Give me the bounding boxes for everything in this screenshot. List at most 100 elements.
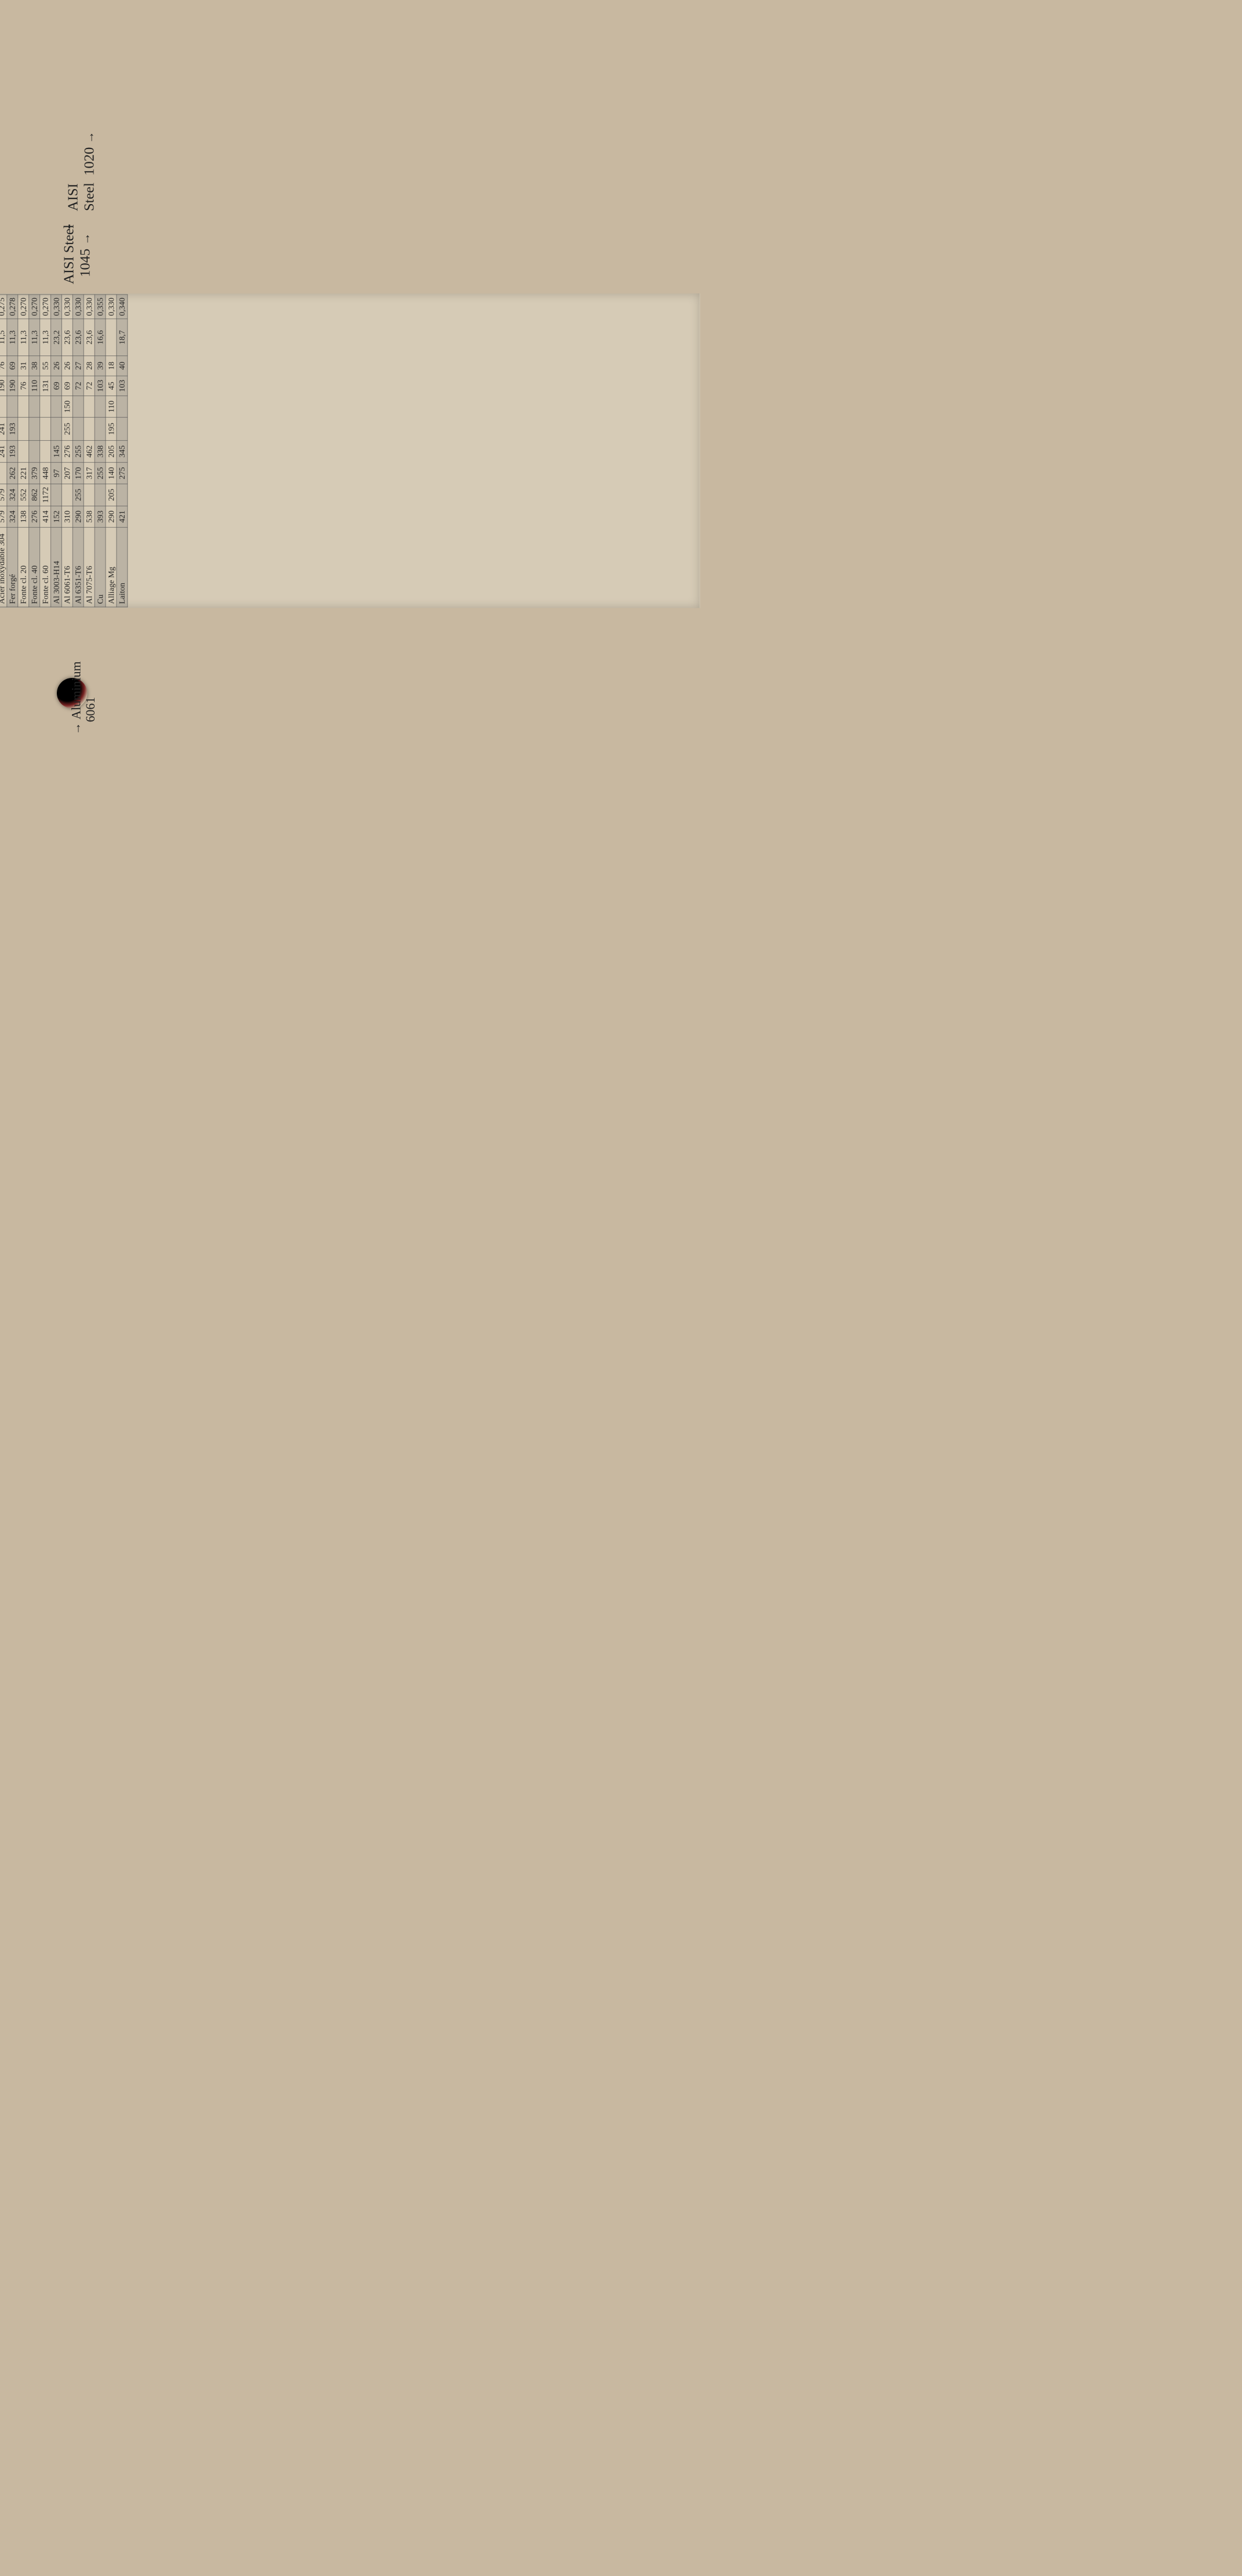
cell: 255 bbox=[61, 418, 73, 441]
cell bbox=[95, 418, 106, 441]
cell bbox=[40, 441, 51, 463]
cell: 345 bbox=[117, 441, 128, 463]
cell bbox=[61, 484, 73, 506]
cell: 0,330 bbox=[106, 295, 117, 319]
cell: 31 bbox=[18, 355, 29, 376]
cell: 393 bbox=[95, 506, 106, 527]
cell: 55 bbox=[40, 355, 51, 376]
cell: 110 bbox=[106, 396, 117, 418]
cell: 0,270 bbox=[40, 295, 51, 319]
cell: 69 bbox=[61, 376, 73, 396]
cell: 38 bbox=[29, 355, 40, 376]
cell bbox=[29, 396, 40, 418]
cell: 462 bbox=[84, 441, 95, 463]
cell: 97 bbox=[50, 462, 61, 484]
cell: 26 bbox=[61, 355, 73, 376]
cell: 579 bbox=[0, 484, 7, 506]
cell: 23,6 bbox=[73, 319, 84, 355]
cell: 170 bbox=[73, 462, 84, 484]
cell: 28 bbox=[84, 355, 95, 376]
cell bbox=[50, 418, 61, 441]
cell: 221 bbox=[18, 462, 29, 484]
material-name: Al 6061-T6 bbox=[61, 527, 73, 607]
cell bbox=[18, 441, 29, 463]
cell: 76 bbox=[0, 355, 7, 376]
cell: 276 bbox=[61, 441, 73, 463]
table-row: Acier inoxydable 3045795792412411907611,… bbox=[0, 295, 7, 607]
table-row: Al 6061-T6310207276255150692623,60,330 bbox=[61, 295, 73, 607]
cell: 538 bbox=[84, 506, 95, 527]
arrow-icon: → bbox=[79, 233, 92, 245]
cell: 18,7 bbox=[117, 319, 128, 355]
cell bbox=[50, 484, 61, 506]
cell: 275 bbox=[117, 462, 128, 484]
cell: 205 bbox=[106, 484, 117, 506]
cell: 310 bbox=[61, 506, 73, 527]
margin-annot-aisi-1045: AISI Steel 1045 → bbox=[61, 224, 93, 284]
cell: 76 bbox=[18, 376, 29, 396]
cell: 205 bbox=[106, 441, 117, 463]
cell: 72 bbox=[84, 376, 95, 396]
printed-area: Tableau B.1: Propriétés physiques de que… bbox=[0, 293, 700, 608]
cell: 1172 bbox=[40, 484, 51, 506]
cell: 193 bbox=[7, 441, 18, 463]
cell: 23,6 bbox=[84, 319, 95, 355]
table-row: Fer forgé3243242621931931906911,30,278 bbox=[7, 295, 18, 607]
cell: 110 bbox=[29, 376, 40, 396]
table-row: Cu3932553381033916,60,355 bbox=[95, 295, 106, 607]
cell: 0,278 bbox=[7, 295, 18, 319]
cell bbox=[73, 396, 84, 418]
material-name: Fonte cl. 40 bbox=[29, 527, 40, 607]
cell bbox=[50, 396, 61, 418]
cell: 69 bbox=[7, 355, 18, 376]
cell bbox=[117, 484, 128, 506]
cell: 11,3 bbox=[7, 319, 18, 355]
cell: 579 bbox=[0, 506, 7, 527]
cell: 0,275 bbox=[0, 295, 7, 319]
cell: 0,355 bbox=[95, 295, 106, 319]
cell: 255 bbox=[73, 441, 84, 463]
cell: 379 bbox=[29, 462, 40, 484]
cell bbox=[29, 441, 40, 463]
cell: 140 bbox=[106, 462, 117, 484]
cell bbox=[117, 418, 128, 441]
material-name: Al 7075-T6 bbox=[84, 527, 95, 607]
cell: 862 bbox=[29, 484, 40, 506]
table-row: Al 6351-T6290255170255722723,60,330 bbox=[73, 295, 84, 607]
cell: 0,330 bbox=[61, 295, 73, 319]
cell bbox=[18, 396, 29, 418]
cell bbox=[0, 462, 7, 484]
cell bbox=[84, 396, 95, 418]
cell: 241 bbox=[0, 418, 7, 441]
cell: 255 bbox=[73, 484, 84, 506]
cell bbox=[84, 418, 95, 441]
cell: 11,3 bbox=[29, 319, 40, 355]
cell bbox=[84, 484, 95, 506]
material-name: Cu bbox=[95, 527, 106, 607]
material-name: Al 6351-T6 bbox=[73, 527, 84, 607]
cell: 195 bbox=[106, 418, 117, 441]
cell: 18 bbox=[106, 355, 117, 376]
cell: 421 bbox=[117, 506, 128, 527]
cell bbox=[106, 319, 117, 355]
cell: 150 bbox=[61, 396, 73, 418]
cell: 190 bbox=[7, 376, 18, 396]
cell: 23,2 bbox=[50, 319, 61, 355]
cell: 255 bbox=[95, 462, 106, 484]
cell: 0,340 bbox=[117, 295, 128, 319]
cell: 190 bbox=[0, 376, 7, 396]
cell: 72 bbox=[73, 376, 84, 396]
table-row: Al 3003-H1415297145692623,20,330 bbox=[50, 295, 61, 607]
margin-annot-aluminium: → Aluminium 6061 bbox=[69, 662, 98, 735]
cell bbox=[95, 396, 106, 418]
table-row: Laiton4212753451034018,70,340 bbox=[117, 295, 128, 607]
cell bbox=[18, 418, 29, 441]
cell: 193 bbox=[7, 418, 18, 441]
table-row: Alliage Mg29020514020519511045180,330 bbox=[106, 295, 117, 607]
cell: 0,270 bbox=[18, 295, 29, 319]
margin-annot-aisi-1020: AISISteel 1020 → bbox=[65, 132, 97, 211]
cell: 145 bbox=[50, 441, 61, 463]
table-row: Fonte cl. 6041411724481315511,30,270 bbox=[40, 295, 51, 607]
cell bbox=[0, 396, 7, 418]
cell: 26 bbox=[50, 355, 61, 376]
